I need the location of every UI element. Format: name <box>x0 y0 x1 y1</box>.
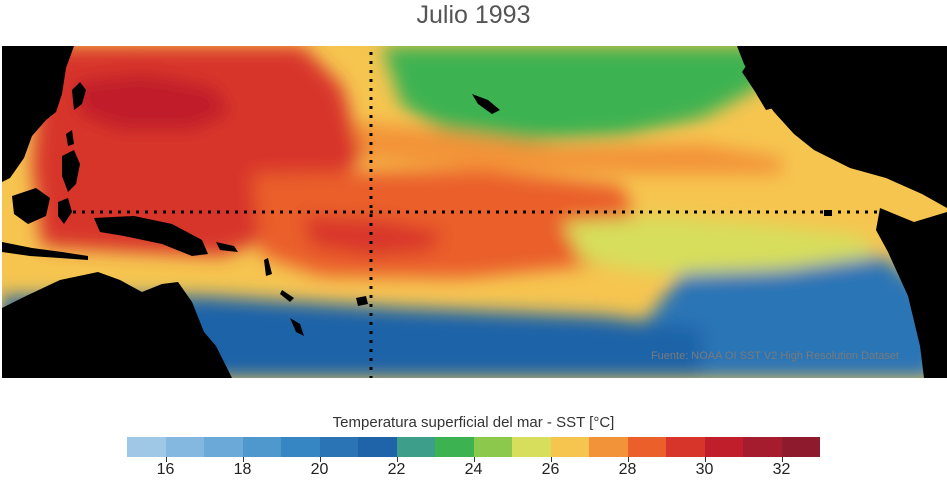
colorbar-tick-label: 32 <box>772 461 791 478</box>
zone-north-subtropical-band <box>282 116 782 174</box>
colorbar-segment <box>281 437 320 457</box>
colorbar-tick-mark <box>242 457 244 462</box>
land-australia <box>2 272 232 378</box>
sst-map <box>2 46 947 378</box>
colorbar-segment <box>512 437 551 457</box>
colorbar-segment <box>127 437 166 457</box>
landmasses <box>2 46 947 378</box>
colorbar-segment <box>165 437 204 457</box>
land-baja-california <box>742 66 774 110</box>
colorbar-segment <box>589 437 628 457</box>
land-americas <box>737 46 947 208</box>
colorbar-segment <box>358 437 397 457</box>
colorbar-tick-label: 26 <box>541 461 560 478</box>
colorbar-tick-label: 18 <box>233 461 252 478</box>
land-fiji <box>356 296 368 306</box>
zone-warm-pool-hotspot <box>72 74 232 130</box>
land-asia <box>2 46 74 182</box>
colorbar-tick-mark <box>319 457 321 462</box>
colorbar-segment <box>781 437 820 457</box>
colorbar-tick-label: 16 <box>156 461 175 478</box>
colorbar-tick-mark <box>396 457 398 462</box>
data-source-credit: Fuente: NOAA OI SST V2 High Resolution D… <box>650 350 899 362</box>
colorbar-tick-mark <box>550 457 552 462</box>
colorbar-segment <box>319 437 358 457</box>
colorbar-tick-mark <box>704 457 706 462</box>
colorbar-tick-label: 30 <box>695 461 714 478</box>
land-japan <box>72 82 86 110</box>
colorbar-tick-mark <box>473 457 475 462</box>
colorbar-segment <box>242 437 281 457</box>
colorbar-segment <box>435 437 474 457</box>
colorbar-segment <box>666 437 705 457</box>
land-taiwan <box>66 130 74 146</box>
land-new-caledonia <box>280 290 294 302</box>
zone-cold-tongue-east <box>562 216 882 276</box>
land-philippines <box>62 150 80 192</box>
land-new-zealand <box>290 318 304 336</box>
map-title: Julio 1993 <box>416 1 531 29</box>
colorbar-segment <box>627 437 666 457</box>
colorbar-label: Temperatura superficial del mar - SST [°… <box>332 414 615 431</box>
land-solomon <box>216 242 238 252</box>
zone-peru-upwelling <box>642 256 942 378</box>
colorbar-tick-mark <box>781 457 783 462</box>
land-new-guinea <box>94 216 208 256</box>
colorbar-segment <box>704 437 743 457</box>
land-borneo <box>12 188 50 224</box>
reference-lines <box>64 52 882 378</box>
colorbar-tick-mark <box>627 457 629 462</box>
colorbar-tick-label: 24 <box>464 461 483 478</box>
colorbar-segment <box>743 437 782 457</box>
land-south-america <box>876 208 947 378</box>
colorbar-tick-label: 28 <box>618 461 637 478</box>
colorbar-tick-label: 22 <box>387 461 406 478</box>
colorbar-segment <box>550 437 589 457</box>
land-indonesia-islands <box>2 242 88 260</box>
land-hawaii <box>472 94 500 114</box>
zone-north-pacific-cool <box>382 46 762 142</box>
colorbar-ticks: 16 18 20 22 24 26 28 30 32 <box>127 457 820 480</box>
zone-equatorial-warm-tongue <box>302 216 442 256</box>
colorbar-tick-mark <box>165 457 167 462</box>
colorbar-segment <box>473 437 512 457</box>
colorbar <box>127 437 820 457</box>
land-vanuatu <box>264 258 272 276</box>
colorbar-segment <box>396 437 435 457</box>
colorbar-tick-label: 20 <box>310 461 329 478</box>
colorbar-segment <box>204 437 243 457</box>
